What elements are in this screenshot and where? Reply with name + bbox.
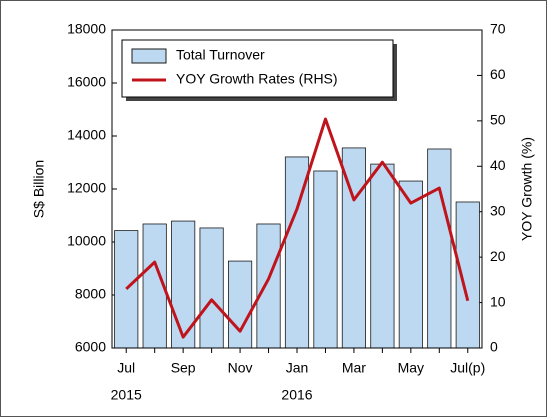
y2-tick-label: 70 (490, 21, 506, 37)
bar (171, 220, 196, 349)
y2-axis-label: YOY Growth (%) (519, 137, 535, 241)
x-tick-label: Nov (228, 360, 253, 376)
line (125, 117, 470, 339)
bar (427, 148, 452, 349)
bar (370, 163, 395, 349)
y-tick-label: 14000 (67, 127, 106, 143)
y2-tick-label: 10 (490, 293, 506, 309)
year-label: 2016 (281, 387, 312, 403)
legend-swatch (131, 48, 167, 64)
y2-tick-label: 0 (490, 339, 498, 355)
y-tick-label: 10000 (67, 233, 106, 249)
bar (313, 170, 338, 349)
bar (256, 223, 281, 349)
x-tick-label: Jan (286, 360, 309, 376)
x-tick-label: Sep (171, 360, 196, 376)
x-tick-label: Mar (342, 360, 366, 376)
bar (199, 227, 224, 349)
year-label: 2015 (111, 387, 142, 403)
bar (114, 230, 139, 349)
y-tick-label: 16000 (67, 74, 106, 90)
y-tick-label: 6000 (75, 339, 106, 355)
y2-tick-label: 50 (490, 112, 506, 128)
x-tick-label: May (398, 360, 424, 376)
bar (455, 201, 480, 349)
y2-tick-label: 20 (490, 248, 506, 264)
legend-label: Total Turnover (176, 47, 265, 63)
y2-tick-label: 60 (490, 66, 506, 82)
bar (398, 180, 423, 349)
y2-tick-label: 30 (490, 202, 506, 218)
x-tick-label: Jul(p) (450, 360, 485, 376)
y-tick-label: 18000 (67, 21, 106, 37)
legend-label: YOY Growth Rates (RHS) (176, 71, 338, 87)
x-tick-label: Jul (117, 360, 135, 376)
y-tick-label: 8000 (75, 286, 106, 302)
y2-tick-label: 40 (490, 157, 506, 173)
bar (228, 260, 253, 349)
legend (121, 39, 394, 98)
y-axis-label: S$ Billion (31, 160, 47, 218)
y-tick-label: 12000 (67, 180, 106, 196)
